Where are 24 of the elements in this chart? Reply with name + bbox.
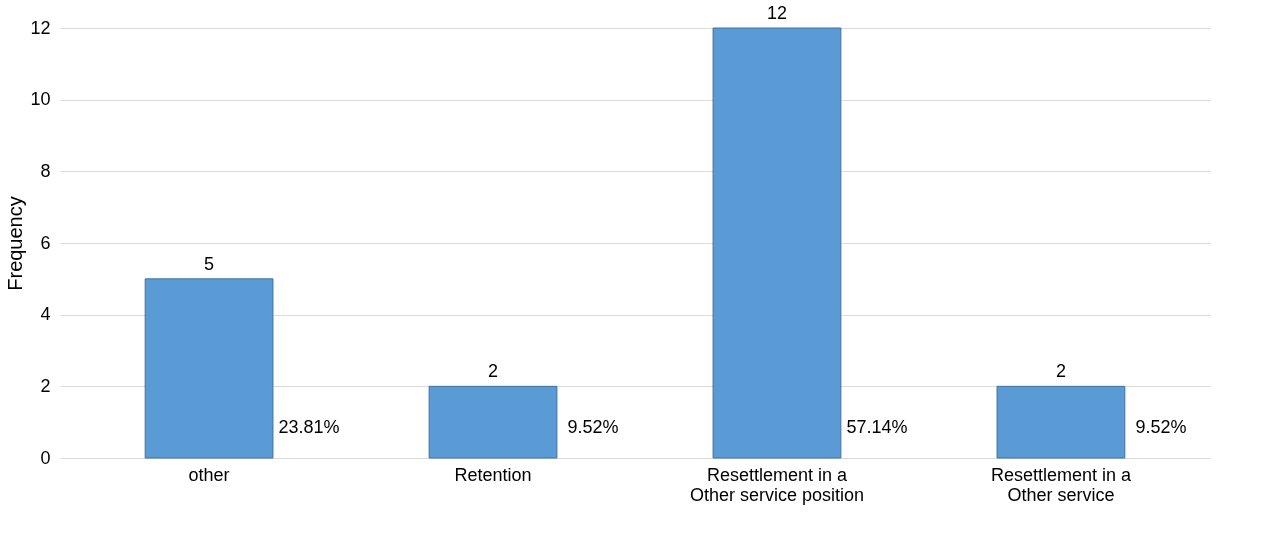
data-label: 2 [1055, 361, 1066, 382]
x-tick-label: Resettlement in a Other service [990, 464, 1132, 505]
y-tick-label: 0 [40, 447, 51, 468]
annotation: 57.14% [846, 417, 908, 437]
y-tick-label: 6 [40, 232, 51, 253]
annotation: 9.52% [1135, 417, 1187, 437]
bar [144, 278, 274, 459]
bar [712, 27, 842, 459]
x-tick-label: Resettlement in a Other service position [689, 464, 865, 505]
y-tick-label: 10 [30, 89, 51, 110]
x-tick-label: Retention [454, 464, 532, 485]
annotation: 9.52% [567, 417, 619, 437]
data-label: 5 [204, 253, 215, 274]
bar [428, 385, 558, 459]
bar [996, 385, 1126, 459]
data-label: 2 [488, 361, 499, 382]
y-tick-label: 8 [40, 160, 51, 181]
x-tick-label: other [188, 464, 230, 485]
y-tick-label: 4 [40, 304, 51, 325]
data-label: 12 [766, 3, 787, 23]
y-axis-title: Frequency [4, 196, 27, 291]
y-tick-label: 2 [40, 375, 51, 396]
annotation: 23.81% [278, 417, 340, 437]
y-tick-label: 12 [30, 17, 51, 38]
